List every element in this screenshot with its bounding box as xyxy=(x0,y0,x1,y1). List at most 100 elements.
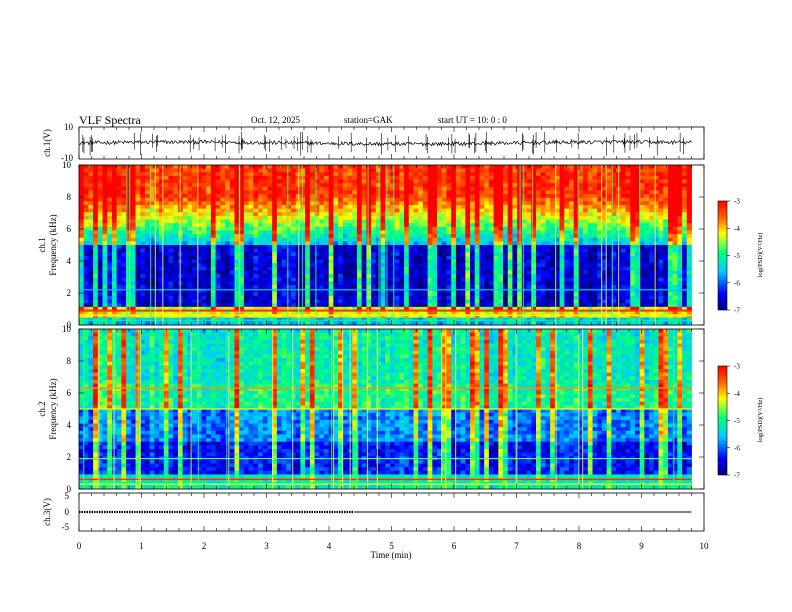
spectrogram-cell xyxy=(361,252,367,257)
spectrogram-cell xyxy=(366,310,372,315)
spectrogram-cell xyxy=(554,194,560,199)
spectrogram-cell xyxy=(550,197,556,202)
spectrogram-cell xyxy=(446,172,452,177)
spectrogram-cell xyxy=(154,281,160,286)
spectrogram-cell xyxy=(111,205,118,210)
spectrogram-cell xyxy=(192,226,198,231)
spectrogram-cell xyxy=(163,175,169,180)
spectrogram-cell xyxy=(479,205,485,210)
spectrogram-cell xyxy=(305,277,311,282)
spectrogram-cell xyxy=(173,205,179,210)
spectrogram-cell xyxy=(413,226,419,231)
spectrogram-cell xyxy=(192,314,198,319)
spectrogram-cell xyxy=(587,186,593,191)
spectrogram-cell xyxy=(441,165,447,170)
spectrogram-cell xyxy=(210,175,217,180)
spectrogram-cell xyxy=(399,245,405,250)
spectrogram-cell xyxy=(102,183,108,188)
spectrogram-cell xyxy=(324,248,330,253)
spectrogram-cell xyxy=(356,212,363,217)
spectrogram-cell xyxy=(220,252,226,257)
spectrogram-cell xyxy=(305,266,311,271)
spectrogram-cell xyxy=(149,190,155,195)
spectrogram-cell xyxy=(97,175,103,180)
spectrogram-cell xyxy=(159,303,165,308)
spectrogram-cell xyxy=(173,252,179,257)
spectrogram-cell xyxy=(559,314,565,319)
spectrogram-cell xyxy=(201,295,207,300)
spectrogram-cell xyxy=(79,230,85,235)
spectrogram-cell xyxy=(102,281,108,286)
spectrogram-cell xyxy=(272,172,278,177)
spectrogram-cell xyxy=(201,266,207,271)
spectrogram-cell xyxy=(319,299,325,304)
spectrogram-cell xyxy=(201,201,207,206)
spectrogram-cell xyxy=(79,237,85,242)
spectrogram-cell xyxy=(408,212,414,217)
spectrogram-cell xyxy=(163,172,169,177)
spectrogram-cell xyxy=(479,295,485,300)
spectrogram-cell xyxy=(258,201,264,206)
spectrogram-cell xyxy=(338,197,344,202)
spectrogram-cell xyxy=(470,277,476,282)
spectrogram-cell xyxy=(554,226,560,231)
spectrogram-cell xyxy=(243,230,250,235)
spectrogram-cell xyxy=(248,219,254,224)
spectrogram-cell xyxy=(107,314,113,319)
spectrogram-cell xyxy=(201,281,207,286)
spectrogram-cell xyxy=(144,241,151,246)
spectrogram-cell xyxy=(371,201,377,206)
spectrogram-cell xyxy=(389,215,396,220)
spectrogram-cell xyxy=(206,212,212,217)
spectrogram-cell xyxy=(493,186,499,191)
spectrogram-cell xyxy=(272,241,278,246)
spectrogram-cell xyxy=(512,306,518,311)
spectrogram-cell xyxy=(356,277,363,282)
spectrogram-cell xyxy=(144,259,151,264)
spectrogram-cell xyxy=(342,248,348,253)
spectrogram-cell xyxy=(488,234,495,239)
spectrogram-cell xyxy=(366,190,372,195)
spectrogram-cell xyxy=(201,314,207,319)
spectrogram-cell xyxy=(314,208,320,213)
spectrogram-cell xyxy=(587,208,593,213)
spectrogram-cell xyxy=(276,194,282,199)
spectrogram-cell xyxy=(130,215,136,220)
spectrogram-cell xyxy=(413,194,419,199)
spectrogram-cell xyxy=(554,263,560,268)
spectrogram-cell xyxy=(380,168,386,173)
spectrogram-cell xyxy=(107,288,113,293)
spectrogram-cell xyxy=(371,186,377,191)
spectrogram-cell xyxy=(592,215,598,220)
spectrogram-cell xyxy=(328,212,334,217)
spectrogram-cell xyxy=(493,165,499,170)
spectrogram-cell xyxy=(446,321,452,326)
spectrogram-cell xyxy=(366,263,372,268)
spectrogram-cell xyxy=(83,237,89,242)
spectrogram-cell xyxy=(243,212,250,217)
spectrogram-cell xyxy=(220,205,226,210)
spectrogram-cell xyxy=(168,285,174,290)
spectrogram-cell xyxy=(173,288,179,293)
spectrogram-cell xyxy=(338,186,344,191)
spectrogram-cell xyxy=(243,255,250,260)
spectrogram-cell xyxy=(319,172,325,177)
spectrogram-cell xyxy=(234,172,240,177)
spectrogram-cell xyxy=(479,186,485,191)
spectrogram-cell xyxy=(192,281,198,286)
spectrogram-cell xyxy=(229,263,235,268)
spectrogram-cell xyxy=(531,248,537,253)
spectrogram-cell xyxy=(135,295,141,300)
spectrogram-cell xyxy=(512,292,518,297)
spectrogram-cell xyxy=(168,223,174,228)
spectrogram-cell xyxy=(107,168,113,173)
spectrogram-cell xyxy=(182,165,188,170)
spectrogram-cell xyxy=(149,183,155,188)
spectrogram-cell xyxy=(455,245,462,250)
spectrogram-cell xyxy=(324,277,330,282)
spectrogram-cell xyxy=(484,303,490,308)
spectrogram-cell xyxy=(507,288,513,293)
spectrogram-cell xyxy=(248,190,254,195)
spectrogram-cell xyxy=(564,255,570,260)
spectrogram-cell xyxy=(451,314,457,319)
